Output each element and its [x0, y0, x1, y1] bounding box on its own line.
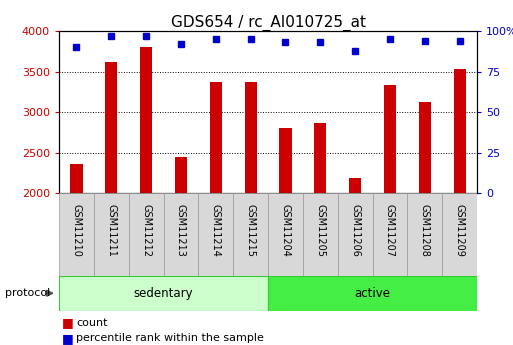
Bar — [129, 193, 164, 276]
Bar — [338, 193, 372, 276]
Bar — [419, 101, 431, 193]
Bar — [105, 62, 117, 193]
Bar — [245, 82, 256, 193]
Text: protocol: protocol — [5, 288, 50, 298]
Bar — [372, 193, 407, 276]
Bar — [268, 276, 477, 310]
Text: GSM11215: GSM11215 — [246, 204, 255, 257]
Bar — [314, 124, 326, 193]
Text: GSM11212: GSM11212 — [141, 204, 151, 257]
Text: active: active — [354, 287, 390, 300]
Text: sedentary: sedentary — [134, 287, 193, 300]
Bar — [384, 85, 396, 193]
Bar — [59, 193, 94, 276]
Bar — [280, 128, 291, 193]
Bar — [453, 69, 466, 193]
Text: count: count — [76, 318, 107, 327]
Bar — [164, 193, 199, 276]
Text: percentile rank within the sample: percentile rank within the sample — [76, 333, 264, 343]
Bar — [199, 193, 233, 276]
Text: GSM11214: GSM11214 — [211, 204, 221, 257]
Text: ■: ■ — [62, 332, 73, 345]
Bar — [210, 82, 222, 193]
Text: GSM11211: GSM11211 — [106, 204, 116, 257]
Bar — [442, 193, 477, 276]
Text: GSM11204: GSM11204 — [281, 204, 290, 257]
Title: GDS654 / rc_AI010725_at: GDS654 / rc_AI010725_at — [170, 15, 366, 31]
Text: GSM11208: GSM11208 — [420, 204, 430, 257]
Bar — [407, 193, 442, 276]
Bar — [349, 178, 361, 193]
Bar — [175, 157, 187, 193]
Text: GSM11213: GSM11213 — [176, 204, 186, 257]
Text: GSM11207: GSM11207 — [385, 204, 395, 257]
Bar — [70, 164, 83, 193]
Bar — [94, 193, 129, 276]
Bar — [59, 276, 268, 310]
Bar — [233, 193, 268, 276]
Bar — [303, 193, 338, 276]
Bar — [268, 193, 303, 276]
Text: GSM11209: GSM11209 — [455, 204, 465, 257]
Text: GSM11206: GSM11206 — [350, 204, 360, 257]
Text: GSM11205: GSM11205 — [315, 204, 325, 257]
Bar — [140, 47, 152, 193]
Text: GSM11210: GSM11210 — [71, 204, 82, 257]
Text: ■: ■ — [62, 316, 73, 329]
